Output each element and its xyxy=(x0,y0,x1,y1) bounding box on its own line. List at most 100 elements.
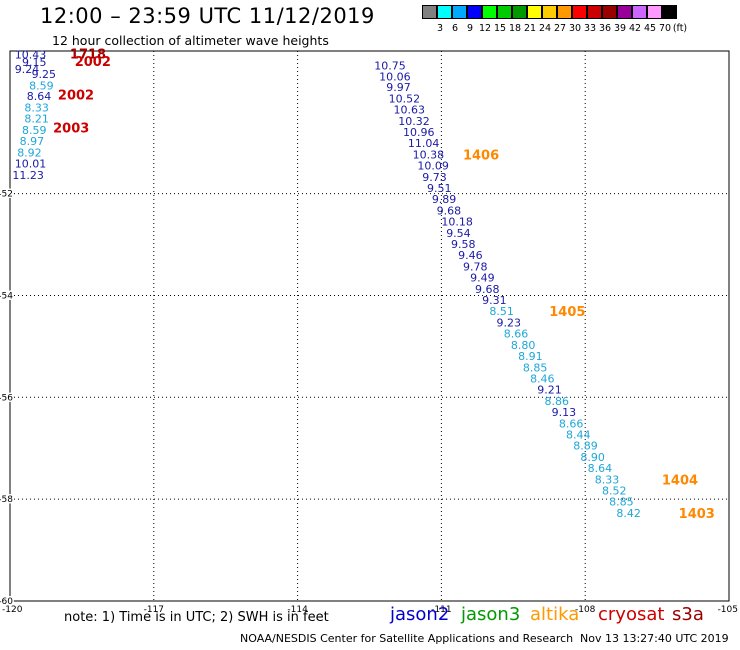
wave-height-label: 8.92 xyxy=(17,146,42,159)
wave-height-label: 8.89 xyxy=(573,440,598,453)
scale-swatch xyxy=(467,5,482,19)
wave-height-label: 8.97 xyxy=(20,135,45,148)
scale-label: 12 xyxy=(478,23,492,34)
scale-label: 24 xyxy=(538,23,552,34)
wave-height-label: 9.23 xyxy=(497,316,521,329)
wave-height-label: 9.15 xyxy=(22,56,47,69)
scale-swatch xyxy=(632,5,647,19)
x-tick-label: -105 xyxy=(718,605,738,615)
scale-swatch xyxy=(527,5,542,19)
scale-swatch xyxy=(617,5,632,19)
time-label: 1404 xyxy=(662,473,698,488)
wave-height-label: 9.21 xyxy=(537,384,562,397)
wave-height-label: 10.09 xyxy=(417,160,449,173)
x-tick-label: -117 xyxy=(144,605,164,615)
wave-height-label: 9.68 xyxy=(437,204,462,217)
scale-label: 27 xyxy=(553,23,567,34)
wave-height-label: 10.52 xyxy=(389,92,421,105)
page-title: 12:00 – 23:59 UTC 11/12/2019 xyxy=(40,4,375,28)
wave-height-label: 8.90 xyxy=(580,451,605,464)
y-tick-label: -54 xyxy=(0,291,13,301)
wave-height-label: 8.33 xyxy=(24,102,48,115)
scale-label: 18 xyxy=(508,23,522,34)
scale-swatch xyxy=(557,5,572,19)
wave-height-label: 8.66 xyxy=(504,328,529,341)
legend-item-altika: altika xyxy=(530,604,580,625)
scale-label: 33 xyxy=(583,23,597,34)
x-tick-label: -111 xyxy=(431,605,451,615)
scale-swatch xyxy=(587,5,602,19)
wave-height-label: 8.52 xyxy=(602,484,627,497)
wave-height-label: 8.66 xyxy=(559,417,584,430)
wave-height-label: 9.73 xyxy=(422,171,447,184)
wave-height-label: 11.23 xyxy=(12,169,44,182)
time-label: 2002 xyxy=(75,55,111,70)
wave-height-label: 8.46 xyxy=(530,372,555,385)
footer-timestamp: Nov 13 13:27:40 UTC 2019 xyxy=(580,632,729,645)
scale-label: 9 xyxy=(466,23,474,34)
legend-item-jason2: jason2 xyxy=(390,604,450,625)
y-tick-label: -56 xyxy=(0,393,13,403)
wave-height-label: 8.21 xyxy=(24,113,48,126)
scale-swatch xyxy=(482,5,497,19)
scale-label: 3 xyxy=(436,23,444,34)
wave-height-label: 10.01 xyxy=(15,158,47,171)
scale-label: 21 xyxy=(523,23,537,34)
wave-height-label: 8.44 xyxy=(566,428,591,441)
wave-height-label: 8.80 xyxy=(511,339,536,352)
y-tick-label: -60 xyxy=(0,597,13,607)
legend-item-cryosat: cryosat xyxy=(598,604,665,625)
scale-swatch xyxy=(497,5,512,19)
wave-height-label: 9.51 xyxy=(427,182,452,195)
page-subtitle: 12 hour collection of altimeter wave hei… xyxy=(52,33,329,48)
wave-height-label: 10.38 xyxy=(413,148,445,161)
scale-swatch xyxy=(512,5,527,19)
wave-height-label: 10.18 xyxy=(441,216,473,229)
wave-height-label: 9.54 xyxy=(446,227,471,240)
scale-swatch xyxy=(542,5,557,19)
wave-height-label: 8.85 xyxy=(609,496,634,509)
legend-item-s3a: s3a xyxy=(672,604,704,625)
y-tick-label: -52 xyxy=(0,190,13,200)
scale-swatch xyxy=(422,5,437,19)
wave-height-label: 9.49 xyxy=(470,272,495,285)
wave-height-label: 9.97 xyxy=(386,81,411,94)
time-label: 2002 xyxy=(58,88,94,103)
wave-height-label: 8.42 xyxy=(616,507,641,520)
x-tick-label: -114 xyxy=(287,605,308,615)
wave-height-label: 8.59 xyxy=(29,80,53,93)
wave-height-label: 8.91 xyxy=(518,350,543,363)
scale-label: 39 xyxy=(613,23,627,34)
footer-credit: NOAA/NESDIS Center for Satellite Applica… xyxy=(240,632,574,645)
note-text: note: 1) Time is in UTC; 2) SWH is in fe… xyxy=(64,610,329,625)
wave-height-label: 9.58 xyxy=(451,238,476,251)
wave-height-label: 8.86 xyxy=(544,395,569,408)
x-tick-label: -108 xyxy=(575,605,596,615)
scale-label: (ft) xyxy=(672,23,688,34)
scale-label: 6 xyxy=(451,23,459,34)
scale-swatch xyxy=(572,5,587,19)
wave-height-label: 10.75 xyxy=(374,59,406,72)
time-label: 1718 xyxy=(70,48,106,63)
scale-swatch xyxy=(437,5,452,19)
plot-frame xyxy=(9,50,730,602)
wave-height-label: 8.59 xyxy=(22,124,47,137)
wave-height-label: 8.51 xyxy=(489,305,514,318)
wave-height-label: 9.46 xyxy=(458,249,483,262)
scale-label: 70 xyxy=(658,23,672,34)
wave-height-label: 10.63 xyxy=(393,104,425,117)
scale-label: 30 xyxy=(568,23,582,34)
scale-label: 45 xyxy=(643,23,657,34)
scale-swatch xyxy=(647,5,662,19)
wave-height-label: 8.64 xyxy=(27,90,51,103)
scale-swatch xyxy=(602,5,617,19)
wave-height-label: 9.68 xyxy=(475,283,500,296)
wave-height-label: 10.43 xyxy=(15,49,47,62)
wave-height-label: 9.24 xyxy=(15,63,40,76)
wave-height-label: 10.96 xyxy=(403,126,435,139)
scale-label: 15 xyxy=(493,23,507,34)
scale-swatch xyxy=(452,5,467,19)
wave-height-label: 9.13 xyxy=(552,406,577,419)
